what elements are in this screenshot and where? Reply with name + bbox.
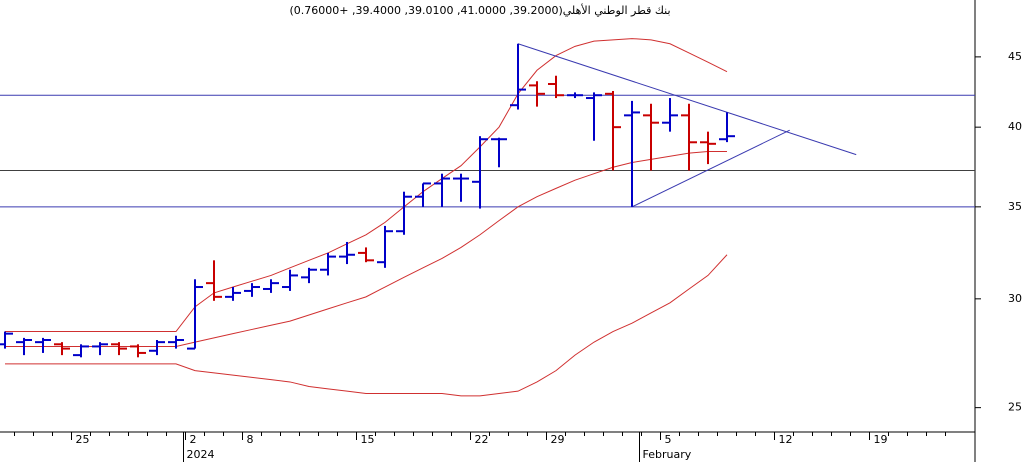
year-label: 2024 (187, 448, 215, 461)
x-tick-label: 8 (247, 433, 254, 446)
y-tick-label: 40 (1008, 120, 1022, 133)
x-tick-label: 29 (551, 433, 565, 446)
trendline (631, 129, 790, 208)
x-tick-label: 15 (361, 433, 375, 446)
y-tick-label: 45 (1008, 50, 1022, 63)
x-tick-label: 12 (779, 433, 793, 446)
x-tick-label: 19 (874, 433, 888, 446)
band-line (5, 151, 727, 347)
x-tick-label: 25 (76, 433, 90, 446)
x-tick-label: 5 (665, 433, 672, 446)
y-tick-label: 35 (1008, 200, 1022, 213)
month-label: February (643, 448, 692, 461)
chart-title: بنك قطر الوطني الأهلي(39.2000, 41.0000, … (289, 3, 670, 17)
band-line (5, 38, 728, 333)
y-tick-label: 25 (1008, 401, 1022, 414)
x-tick-label: 22 (475, 433, 489, 446)
trendline (517, 43, 857, 156)
y-tick-label: 30 (1008, 292, 1022, 305)
band-line (5, 254, 728, 397)
x-tick-label: 2 (190, 433, 197, 446)
